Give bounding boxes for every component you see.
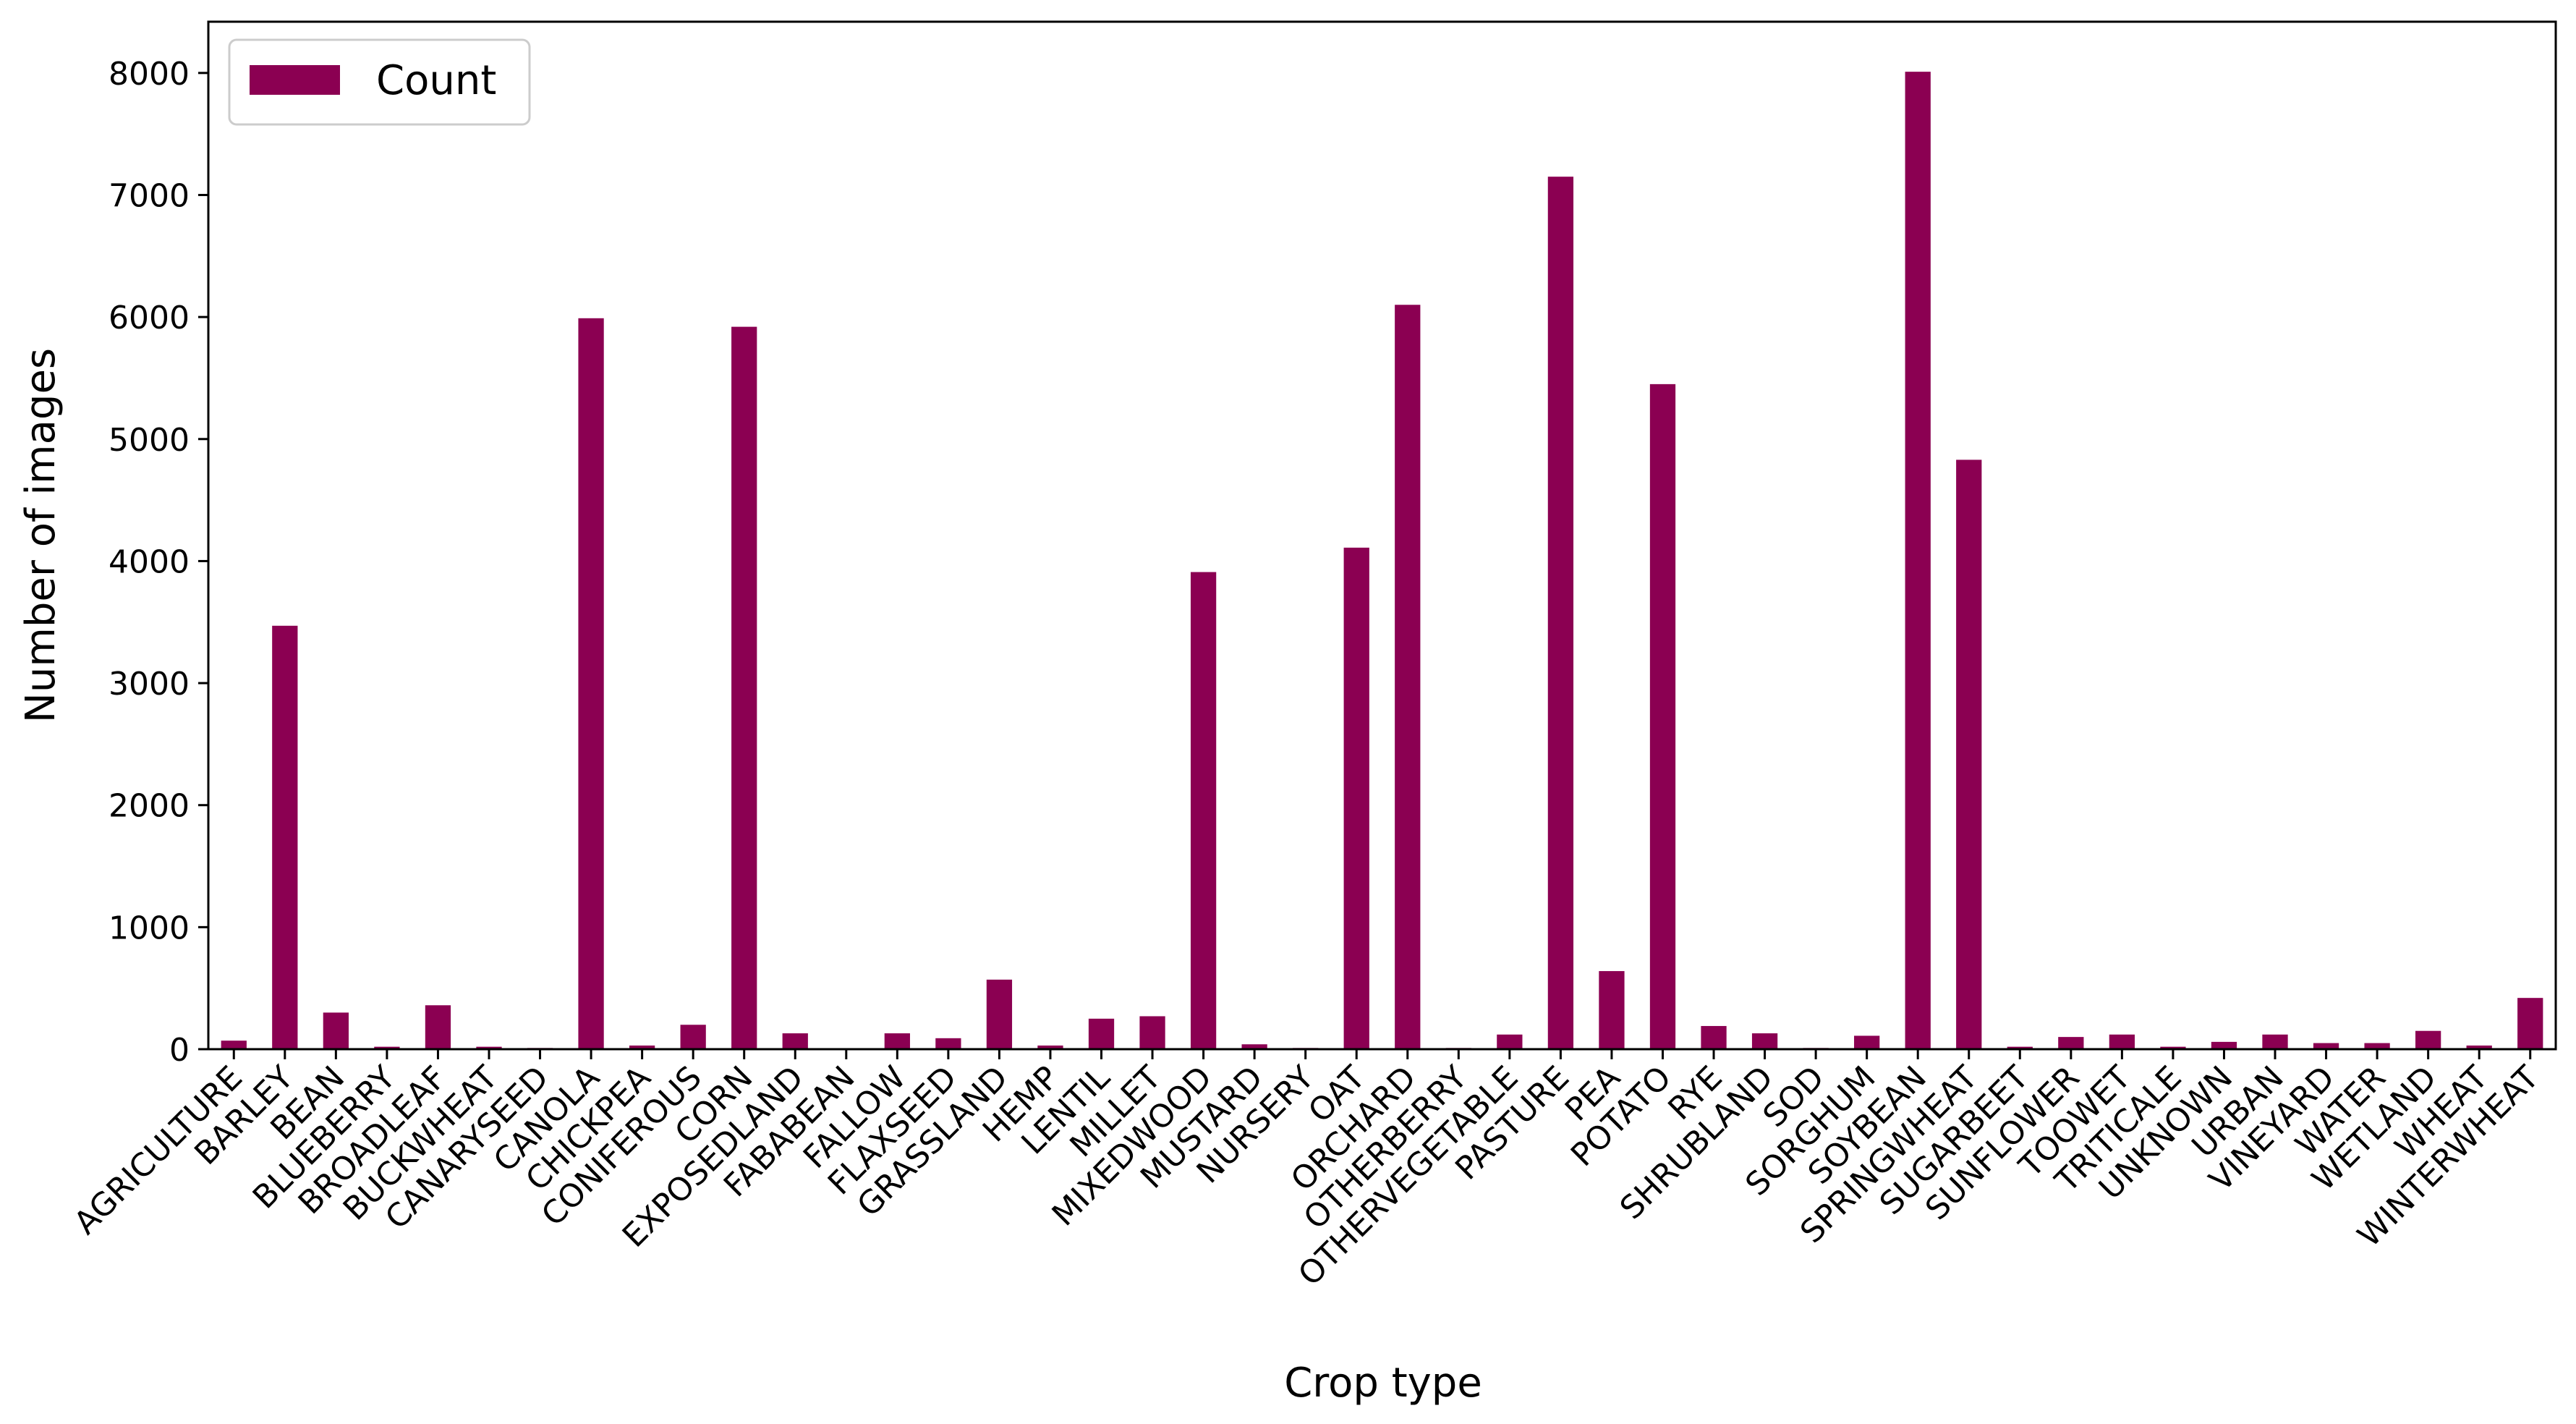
bar-shrubland <box>1751 1033 1778 1049</box>
bar-mixedwood <box>1190 572 1217 1049</box>
y-tick-label: 4000 <box>109 543 190 580</box>
y-tick-label: 8000 <box>109 56 190 93</box>
bar-chickpea <box>629 1045 655 1049</box>
bar-hemp <box>1037 1045 1063 1049</box>
bar-millet <box>1139 1016 1165 1049</box>
bar-springwheat <box>1956 459 1982 1049</box>
bars-group <box>221 72 2543 1050</box>
bar-sunflower <box>2058 1037 2084 1049</box>
y-tick-label: 5000 <box>109 422 190 459</box>
legend-label: Count <box>376 57 496 104</box>
bar-potato <box>1649 383 1676 1049</box>
bar-sorghum <box>1854 1035 1880 1049</box>
bar-vineyard <box>2313 1043 2339 1049</box>
bar-triticale <box>2160 1046 2186 1049</box>
bar-rye <box>1701 1025 1727 1049</box>
legend-box <box>228 38 531 126</box>
bar-exposedland <box>782 1033 808 1049</box>
bar-urban <box>2262 1034 2288 1049</box>
bar-wetland <box>2415 1030 2441 1049</box>
bar-toowet <box>2109 1034 2135 1049</box>
bar-sugarbeet <box>2007 1046 2033 1049</box>
bar-grassland <box>986 979 1013 1049</box>
bar-mustard <box>1241 1044 1267 1049</box>
bar-othervegetable <box>1497 1034 1523 1049</box>
bar-flaxseed <box>935 1038 961 1049</box>
bar-wheat <box>2466 1045 2492 1049</box>
bar-fallow <box>884 1033 910 1049</box>
bar-pasture <box>1547 177 1574 1049</box>
bar-orchard <box>1395 305 1421 1049</box>
y-tick-label: 7000 <box>109 177 190 214</box>
bar-coniferous <box>680 1025 706 1049</box>
bar-blueberry <box>374 1046 400 1049</box>
bar-soybean <box>1905 72 1931 1049</box>
y-axis-label: Number of images <box>17 348 64 723</box>
y-tick-label: 6000 <box>109 300 190 336</box>
plot-frame <box>207 20 2557 1051</box>
y-tick-label: 0 <box>169 1032 190 1069</box>
x-axis-label: Crop type <box>1284 1360 1482 1407</box>
bar-bean <box>323 1012 349 1049</box>
legend-swatch <box>250 65 340 95</box>
bar-broadleaf <box>425 1005 451 1049</box>
bar-unknown <box>2211 1041 2237 1049</box>
legend: Count <box>228 38 531 126</box>
bar-oat <box>1343 547 1369 1049</box>
bar-corn <box>731 326 757 1049</box>
y-tick-label: 1000 <box>109 910 190 946</box>
bar-water <box>2364 1043 2390 1049</box>
bar-agriculture <box>221 1041 247 1049</box>
y-axis-ticks: 0 1000 2000 3000 4000 5000 6000 7000 8000 <box>109 56 208 1069</box>
bar-pea <box>1599 971 1625 1049</box>
x-axis-ticks: AGRICULTUREBARLEYBEANBLUEBERRYBROADLEAFB… <box>67 1049 2546 1293</box>
bar-winterwheat <box>2517 998 2543 1049</box>
bar-canola <box>578 318 604 1050</box>
y-tick-label: 3000 <box>109 666 190 703</box>
bar-barley <box>272 625 298 1049</box>
bar-lentil <box>1088 1018 1115 1049</box>
y-tick-label: 2000 <box>109 788 190 825</box>
bar-buckwheat <box>476 1046 502 1049</box>
